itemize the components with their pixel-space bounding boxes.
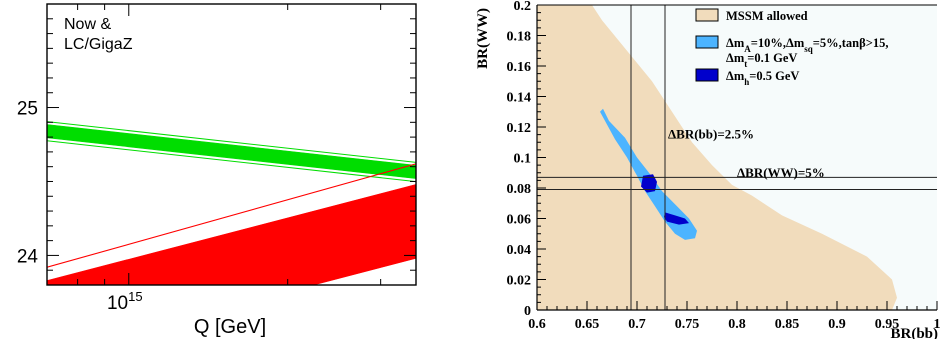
legend-label-part: sq [804,44,813,54]
legend-swatch [695,35,719,49]
y-tick-label: 0.08 [507,182,532,197]
x-tick-label: 0.95 [875,317,900,332]
region-0 [537,5,897,310]
legend-label-part: =5%,tanβ>15, [813,36,889,50]
y-tick-label: 24 [17,246,39,267]
legend-swatch [695,8,719,22]
y-tick-label: 0.2 [514,0,532,14]
series-2-line [47,163,416,268]
legend-label: Δmh=0.5 GeV [726,69,799,87]
y-tick-label: 0.02 [507,274,532,289]
series-1-band [47,184,416,285]
legend-label: ΔmA=10%,Δmsq=5%,tanβ>15, [726,36,888,54]
plot-frame [46,3,417,286]
y-tick-label: 0.04 [507,243,532,258]
x-tick-exponent: 15 [128,289,142,304]
y-tick-label: 0 [524,304,531,319]
legend-label-part: Δm [726,69,745,83]
region-3 [664,212,689,225]
legend-label-line2: Δmt=0.1 GeV [726,51,797,69]
y-axis-label: BR(WW) [475,8,491,69]
y-tick-label: 25 [17,99,38,120]
x-axis-label: Q [GeV] [194,316,266,338]
line-annotation: ΔBR(WW)=5% [737,165,825,180]
legend-label-part: Δm [726,36,745,50]
y-tick-label: 0.16 [507,60,532,75]
x-tick-label: 0.6 [528,317,546,332]
legend-label-part: t [744,59,747,69]
x-tick-label: 0.65 [575,317,600,332]
region-1 [600,108,697,240]
legend-label-part: =0.1 GeV [747,51,797,65]
annotation-text: Now & [64,16,111,33]
series-4-outer-band [458,0,470,275]
x-tick-label: 0.7 [628,317,646,332]
x-axis-label: BR(bb) [890,326,938,339]
line-annotation: ΔBR(bb)=2.5% [668,127,754,142]
series-3-line [260,246,416,285]
y-tick-label: 0.18 [507,30,532,45]
plot-area [537,5,937,310]
legend-label-part: Δm [726,51,745,65]
x-tick-label: 0.9 [828,317,846,332]
series-0-band [47,124,416,179]
legend-swatch [695,68,719,82]
x-tick-label: 1015 [107,289,143,314]
legend-label: MSSM allowed [726,9,808,23]
x-tick-label: 0.75 [675,317,700,332]
y-tick-label: 0.06 [507,213,532,228]
plot-area [47,0,470,285]
annotation-text: LC/GigaZ [64,36,133,53]
y-tick-label: 0.14 [507,91,532,106]
legend-label-part: A [744,44,751,54]
x-tick-label: 1 [934,317,940,332]
right-chart: 0.6 0.65 0.7 0.75 0.8 0.85 0.9 0.95 1 0 0.02 0.04 0.… [475,0,940,339]
x-tick-label: 0.85 [775,317,800,332]
y-tick-label: 0.1 [514,152,532,167]
legend-label-part: =0.5 GeV [749,69,799,83]
x-tick-base: 10 [107,293,128,314]
legend: MSSM allowedΔmA=10%,Δmsq=5%,tanβ>15,Δmt=… [695,8,888,87]
legend-label-part: h [744,77,749,87]
x-tick-label: 0.8 [728,317,746,332]
region-2 [641,174,657,193]
left-chart: 101510162425Q [GeV]Now &LC/GigaZ [17,0,470,338]
legend-label-part: =10%,Δm [751,36,805,50]
y-tick-label: 0.12 [507,121,532,136]
series-4-band [458,0,470,272]
